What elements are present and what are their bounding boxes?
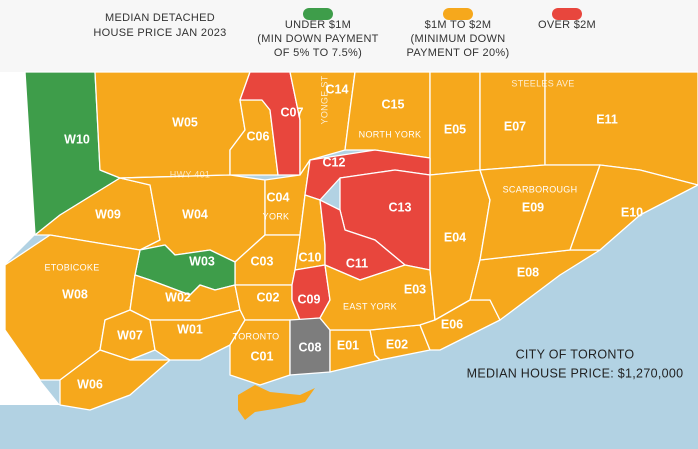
- district-label: W08: [62, 287, 88, 301]
- legend-swatch: [552, 8, 582, 20]
- legend-title: MEDIAN DETACHED: [105, 12, 215, 24]
- district-label: C14: [326, 82, 349, 96]
- district-label: C12: [323, 155, 346, 169]
- district-label: E08: [517, 265, 539, 279]
- legend-label: UNDER $1M: [285, 19, 351, 31]
- area-label: SCARBOROUGH: [503, 184, 578, 194]
- district-label: C10: [299, 250, 322, 264]
- area-label: HWY 401: [170, 169, 210, 179]
- legend-label: OF 5% TO 7.5%): [274, 47, 362, 59]
- district-label: E01: [337, 338, 359, 352]
- district-label: E03: [404, 282, 426, 296]
- area-label: STEELES AVE: [511, 78, 574, 88]
- area-label: ETOBICOKE: [44, 262, 99, 272]
- area-label: YORK: [263, 211, 290, 221]
- area-labels: NORTH YORK SCARBOROUGH YORK ETOBICOKE EA…: [44, 75, 577, 341]
- district-label: C03: [251, 254, 274, 268]
- district-label: C06: [247, 129, 270, 143]
- district-label: E04: [444, 230, 466, 244]
- district-label: C08: [299, 340, 322, 354]
- district-label: C02: [257, 290, 280, 304]
- district-label: W10: [64, 132, 90, 146]
- area-label: NORTH YORK: [359, 129, 422, 139]
- district-label: E11: [596, 112, 618, 126]
- header-band: [0, 0, 698, 72]
- district: [319, 264, 436, 331]
- district: [569, 164, 698, 251]
- islands: [238, 385, 315, 420]
- district-label: W09: [95, 207, 121, 221]
- district-label: W05: [172, 115, 198, 129]
- district-label: W01: [177, 322, 203, 336]
- district-label: E06: [441, 317, 463, 331]
- district-label: C09: [298, 292, 321, 306]
- district-label: C11: [346, 256, 368, 270]
- district-label: E10: [621, 205, 643, 219]
- legend: MEDIAN DETACHED HOUSE PRICE JAN 2023 UND…: [93, 8, 596, 59]
- district: [344, 71, 431, 159]
- area-label: TORONTO: [233, 331, 280, 341]
- area-label: YONGE ST: [319, 75, 329, 124]
- district-label: C07: [281, 105, 304, 119]
- district-label: E02: [386, 337, 408, 351]
- district-label: E09: [522, 200, 544, 214]
- district-label: E05: [444, 122, 466, 136]
- district-label: E07: [504, 119, 526, 133]
- legend-label: (MIN DOWN PAYMENT: [257, 33, 378, 45]
- district-label: C15: [382, 97, 405, 111]
- district-label: C01: [251, 349, 274, 363]
- district-label: W06: [77, 377, 103, 391]
- district-label: W07: [117, 328, 143, 342]
- legend-title: HOUSE PRICE JAN 2023: [93, 27, 226, 39]
- legend-swatch: [443, 8, 473, 20]
- summary-title: CITY OF TORONTO: [516, 347, 635, 361]
- legend-label: $1M TO $2M: [425, 19, 492, 31]
- district: [59, 349, 171, 411]
- legend-swatch: [303, 8, 333, 20]
- outside-area: [0, 72, 60, 405]
- district-label: C13: [389, 200, 412, 214]
- legend-label: OVER $2M: [538, 19, 596, 31]
- legend-label: PAYMENT OF 20%): [407, 47, 510, 59]
- summary-price: MEDIAN HOUSE PRICE: $1,270,000: [467, 366, 684, 380]
- legend-label: (MINIMUM DOWN: [411, 33, 506, 45]
- district-label: W04: [182, 207, 208, 221]
- district-label: C04: [267, 190, 290, 204]
- district-label: W03: [189, 254, 215, 268]
- district-label: W02: [165, 290, 191, 304]
- area-label: EAST YORK: [343, 301, 397, 311]
